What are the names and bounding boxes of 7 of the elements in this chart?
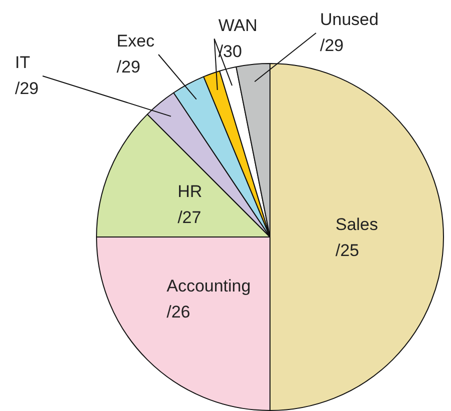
slice-label: Accounting /26 <box>166 276 251 322</box>
slice-label: Sales /25 <box>335 215 378 260</box>
slice-label: WAN /30 <box>218 16 258 61</box>
slice-label: Unused /29 <box>320 10 379 55</box>
slice-label: Exec /29 <box>116 32 155 76</box>
slice-label: HR /27 <box>178 182 202 227</box>
slice-label: IT /29 <box>15 53 39 98</box>
